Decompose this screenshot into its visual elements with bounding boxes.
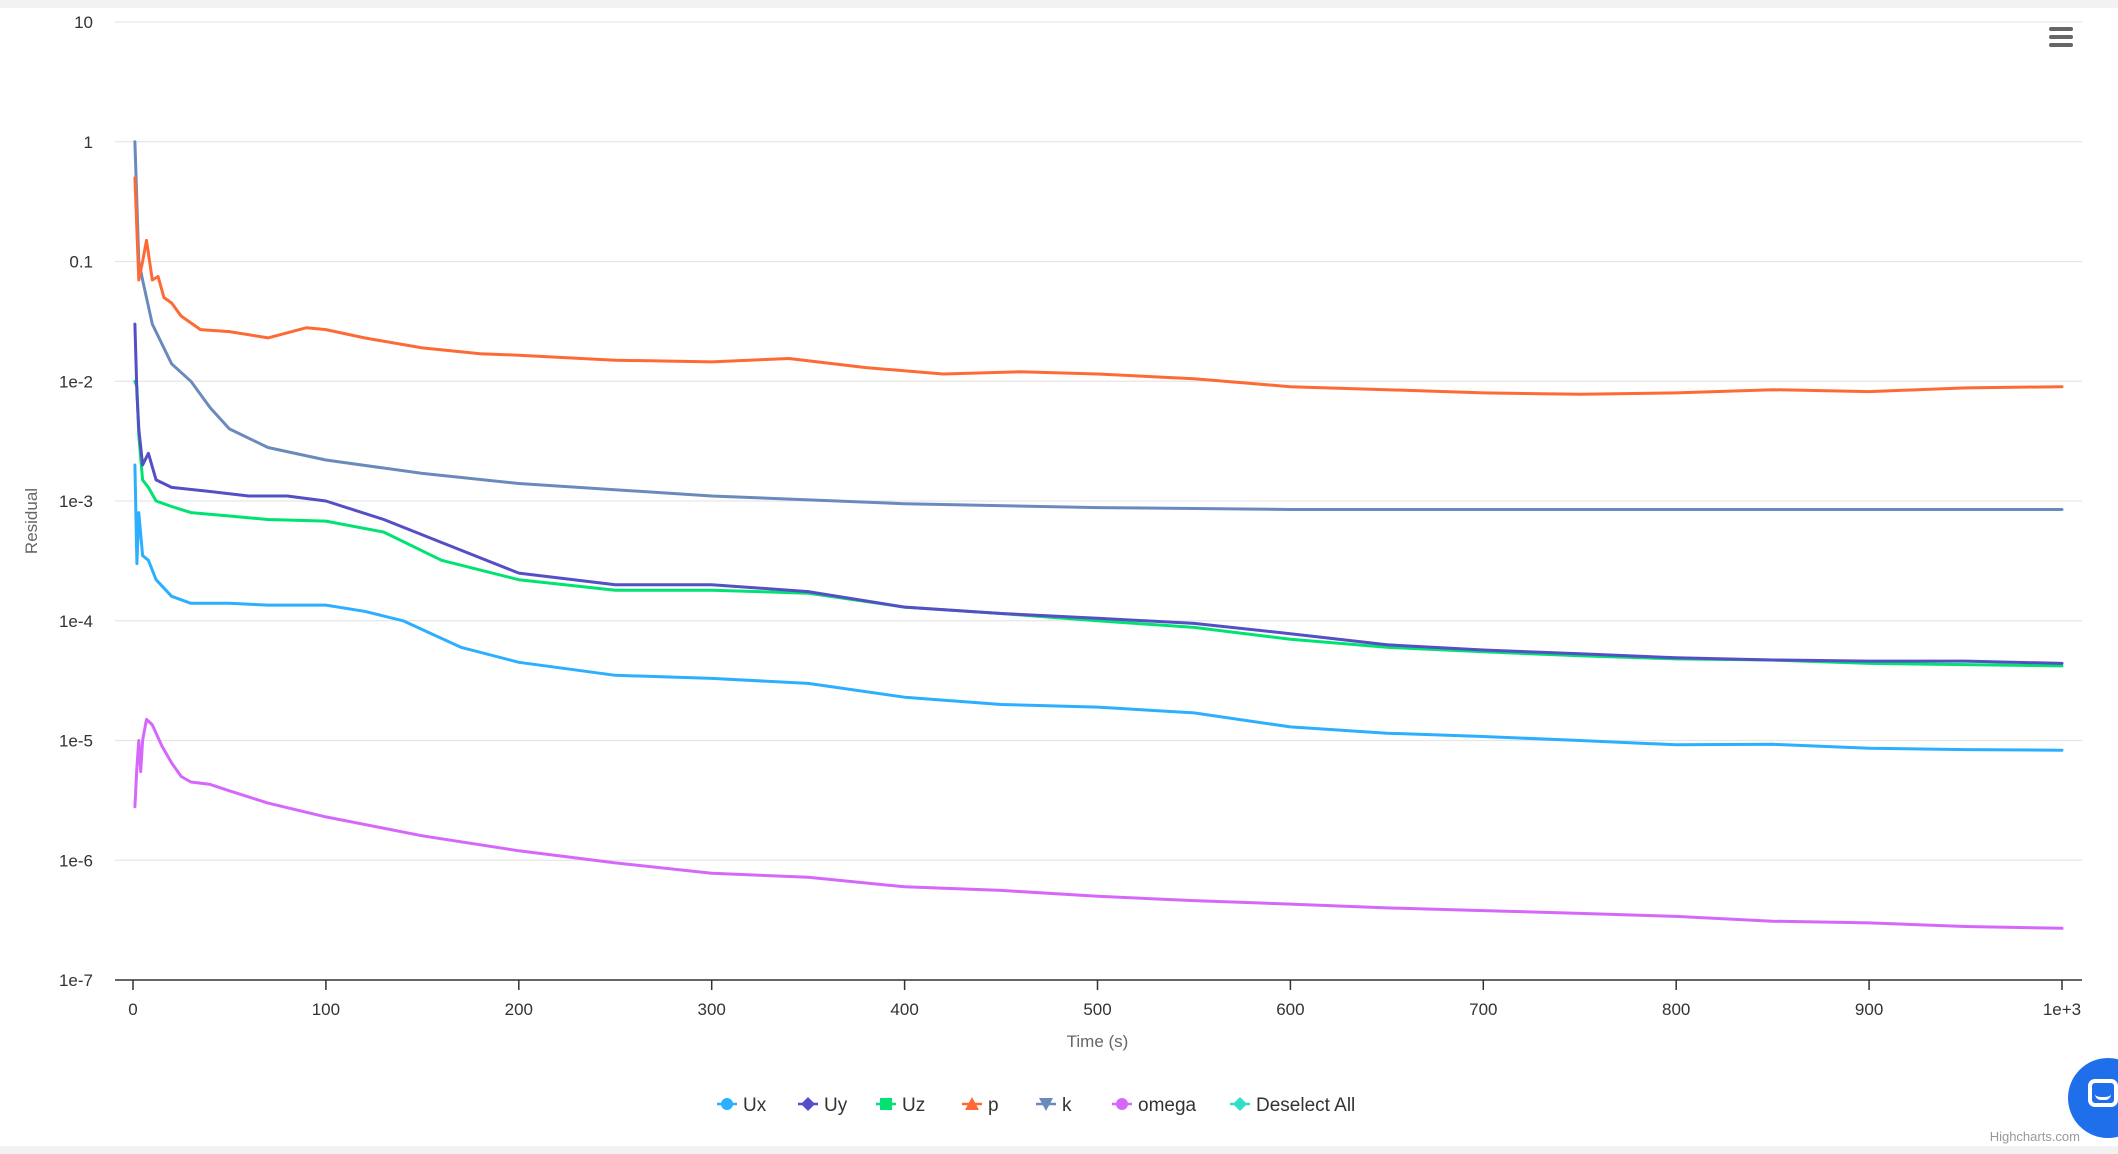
x-tick-label: 200 — [505, 1000, 533, 1019]
series-line-k[interactable] — [133, 140, 2064, 511]
chart-container — [0, 8, 2118, 1146]
legend-label: k — [1062, 1095, 1072, 1116]
y-tick-label: 0.1 — [69, 253, 93, 272]
legend-label: Uz — [902, 1095, 925, 1116]
y-tick-label: 1e-6 — [59, 851, 93, 870]
x-tick-label: 100 — [312, 1000, 340, 1019]
x-axis-tick-labels: 0 100 200 300 400 500 600 700 800 900 1e+3 — [128, 1000, 2081, 1019]
y-tick-label: 1 — [84, 133, 93, 152]
y-tick-label: 10 — [74, 13, 93, 32]
legend-item-deselect-all[interactable]: Deselect All — [1230, 1095, 1355, 1116]
legend-label: omega — [1138, 1095, 1197, 1116]
legend-label: p — [988, 1095, 999, 1116]
legend-label: Ux — [743, 1095, 767, 1116]
hamburger-menu-icon[interactable] — [2046, 24, 2078, 52]
y-tick-label: 1e-4 — [59, 612, 93, 631]
x-tick-label: 600 — [1276, 1000, 1304, 1019]
x-tick-label: 0 — [128, 1000, 137, 1019]
legend-label: Uy — [824, 1095, 848, 1116]
series-line-Uy[interactable] — [133, 322, 2064, 665]
y-tick-label: 1e-3 — [59, 492, 93, 511]
series-lines — [133, 140, 2064, 930]
x-tick-label: 300 — [698, 1000, 726, 1019]
y-axis-title: Residual — [22, 488, 41, 554]
legend-item-k[interactable]: k — [1036, 1095, 1072, 1116]
series-line-p[interactable] — [133, 176, 2064, 396]
x-tick-label: 500 — [1083, 1000, 1111, 1019]
x-tick-label: 900 — [1855, 1000, 1883, 1019]
legend-label: Deselect All — [1256, 1095, 1355, 1116]
legend-item-p[interactable]: p — [962, 1095, 999, 1116]
y-tick-label: 1e-7 — [59, 971, 93, 990]
x-axis-title: Time (s) — [1067, 1032, 1129, 1051]
credits-link[interactable]: Highcharts.com — [1990, 1129, 2080, 1144]
x-tick-label: 1e+3 — [2043, 1000, 2081, 1019]
legend-item-uz[interactable]: Uz — [876, 1095, 925, 1116]
legend: Ux Uy Uz p k omega Deselect All — [717, 1095, 1355, 1116]
y-tick-label: 1e-2 — [59, 372, 93, 391]
series-line-omega[interactable] — [133, 717, 2064, 930]
y-axis-tick-labels: 10 1 0.1 1e-2 1e-3 1e-4 1e-5 1e-6 1e-7 — [59, 13, 93, 990]
legend-item-omega[interactable]: omega — [1112, 1095, 1197, 1116]
x-tick-label: 400 — [890, 1000, 918, 1019]
y-tick-label: 1e-5 — [59, 732, 93, 751]
x-tick-label: 700 — [1469, 1000, 1497, 1019]
chat-bubble-icon — [2088, 1079, 2118, 1107]
legend-item-uy[interactable]: Uy — [798, 1095, 848, 1116]
x-tick-label: 800 — [1662, 1000, 1690, 1019]
grid-lines — [115, 21, 2082, 861]
series-line-Ux[interactable] — [133, 463, 2064, 752]
series-line-Uz[interactable] — [133, 379, 2064, 668]
legend-item-ux[interactable]: Ux — [717, 1095, 767, 1116]
x-axis — [115, 979, 2082, 990]
